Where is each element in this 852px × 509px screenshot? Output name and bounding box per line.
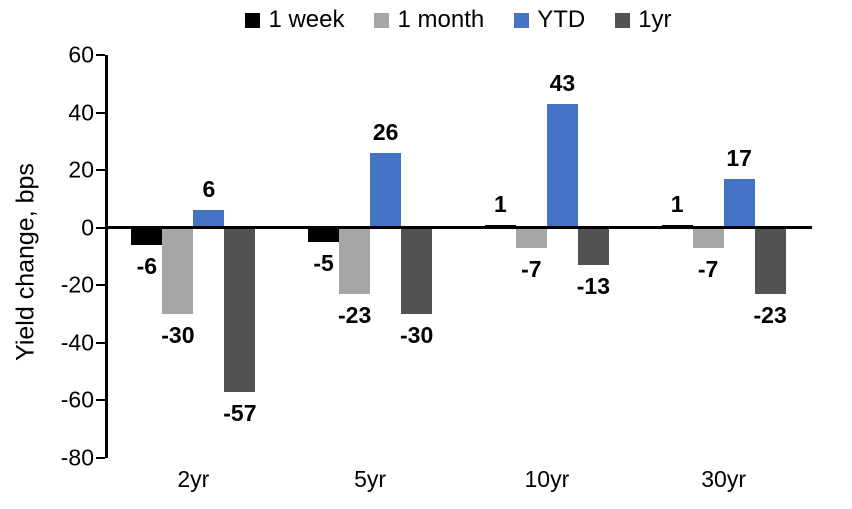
bar-1-month-10yr (515, 227, 547, 248)
bar-1-week-2yr (131, 227, 163, 245)
legend-label: 1 week (268, 6, 345, 33)
x-category-label: 30yr (701, 466, 746, 492)
zero-axis-line (105, 226, 812, 230)
bar-value-label: -23 (753, 301, 787, 328)
bar-value-label: -57 (223, 399, 257, 426)
x-category-label: 5yr (354, 466, 387, 492)
bar-value-label: 1 (670, 190, 684, 217)
y-axis-tick (96, 111, 105, 114)
legend-item-2: YTD (514, 6, 585, 34)
y-axis-tick-label: -20 (60, 271, 94, 298)
y-axis-line (105, 55, 108, 458)
y-axis-tick (96, 399, 105, 402)
bar-value-label: 1 (493, 190, 507, 217)
legend-label: YTD (537, 6, 586, 33)
bar-value-label: -13 (576, 273, 610, 300)
bar-1yr-30yr (754, 227, 786, 294)
bar-value-label: -7 (697, 255, 719, 282)
bar-1yr-2yr (224, 227, 256, 392)
legend-item-3: 1yr (615, 6, 672, 34)
y-axis-tick (96, 226, 105, 229)
bar-1yr-10yr (577, 227, 609, 266)
bar-value-label: -30 (161, 322, 195, 349)
bar-YTD-30yr (723, 178, 755, 228)
bar-value-label: -30 (400, 322, 434, 349)
legend-swatch-icon (245, 12, 261, 28)
y-axis-tick-label: 60 (68, 41, 94, 68)
y-axis-tick-label: 0 (81, 214, 94, 241)
bar-YTD-2yr (193, 210, 225, 228)
bar-value-label: -7 (521, 255, 542, 282)
bar-1-week-5yr (308, 227, 340, 243)
bar-value-label: -6 (136, 252, 158, 279)
y-axis-tick-label: -80 (60, 444, 94, 471)
bar-value-label: 17 (726, 144, 752, 171)
legend-label: 1 month (397, 6, 485, 33)
bar-value-label: -5 (313, 250, 334, 277)
x-category-label: 10yr (524, 466, 570, 492)
y-axis-tick (96, 54, 105, 56)
legend-swatch-icon (514, 12, 530, 28)
y-axis-tick-label: -60 (60, 386, 94, 413)
legend-item-0: 1 week (245, 6, 344, 34)
legend-item-1: 1 month (374, 6, 484, 34)
bar-1-month-5yr (339, 227, 371, 294)
y-axis-tick (96, 457, 105, 459)
bar-1-month-2yr (162, 227, 194, 315)
legend-swatch-icon (615, 12, 631, 28)
x-category-label: 2yr (177, 466, 210, 492)
y-axis-tick (96, 169, 105, 172)
y-axis-tick-label: 40 (68, 99, 94, 126)
y-axis-tick-label: 20 (68, 156, 94, 183)
y-axis-tick (96, 284, 105, 287)
chart-legend: 1 week 1 month YTD 1yr (105, 6, 812, 34)
bar-1-month-30yr (692, 227, 724, 248)
y-axis-tick-label: -40 (60, 329, 94, 356)
bar-value-label: 6 (202, 176, 216, 203)
bar-YTD-10yr (546, 103, 578, 228)
bar-value-label: 26 (372, 118, 399, 145)
bar-1yr-5yr (401, 227, 433, 315)
y-axis-tick (96, 341, 105, 344)
bar-value-label: -23 (338, 301, 372, 328)
bar-value-label: 43 (549, 69, 576, 96)
bar-YTD-5yr (370, 152, 402, 228)
legend-swatch-icon (374, 12, 390, 28)
legend-label: 1yr (638, 6, 672, 33)
